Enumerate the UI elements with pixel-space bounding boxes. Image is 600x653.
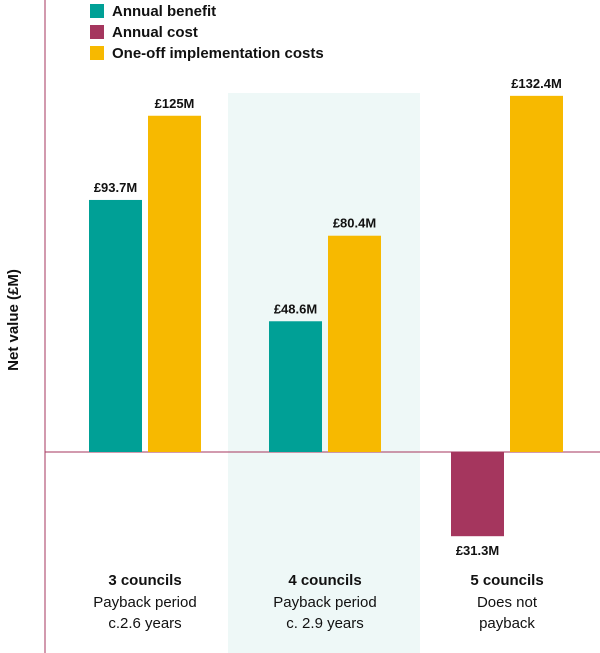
y-axis-label: Net value (£M) bbox=[5, 269, 22, 371]
category-title-1: 3 councils bbox=[108, 572, 181, 589]
category-title-3: 5 councils bbox=[470, 572, 543, 589]
bar-label-group1-1: £93.7M bbox=[94, 180, 137, 195]
legend-label-3: One-off implementation costs bbox=[112, 45, 324, 62]
category-subtitle-1-2: c.2.6 years bbox=[108, 615, 181, 632]
bar-group1-2 bbox=[148, 115, 201, 452]
bar-label-group3-1: £31.3M bbox=[456, 543, 499, 558]
legend-swatch-2 bbox=[90, 25, 104, 39]
legend-label-2: Annual cost bbox=[112, 24, 198, 41]
bar-label-group2-2: £80.4M bbox=[333, 216, 376, 231]
category-subtitle-2-2: c. 2.9 years bbox=[286, 615, 364, 632]
legend-swatch-1 bbox=[90, 4, 104, 18]
category-subtitle-2-1: Payback period bbox=[273, 594, 376, 611]
category-subtitle-3-1: Does not bbox=[477, 594, 538, 611]
bar-label-group3-2: £132.4M bbox=[511, 76, 562, 91]
bar-label-group2-1: £48.6M bbox=[274, 301, 317, 316]
bar-group3-1 bbox=[451, 452, 504, 537]
legend-swatch-3 bbox=[90, 46, 104, 60]
highlight-band-2 bbox=[228, 93, 420, 653]
bar-group2-1 bbox=[269, 321, 322, 452]
bar-group1-1 bbox=[89, 199, 142, 452]
legend-label-1: Annual benefit bbox=[112, 3, 216, 20]
bar-group3-2 bbox=[510, 95, 563, 453]
category-title-2: 4 councils bbox=[288, 572, 361, 589]
category-subtitle-1-1: Payback period bbox=[93, 594, 196, 611]
category-subtitle-3-2: payback bbox=[479, 615, 535, 632]
bar-group2-2 bbox=[328, 235, 381, 452]
bar-label-group1-2: £125M bbox=[155, 96, 195, 111]
